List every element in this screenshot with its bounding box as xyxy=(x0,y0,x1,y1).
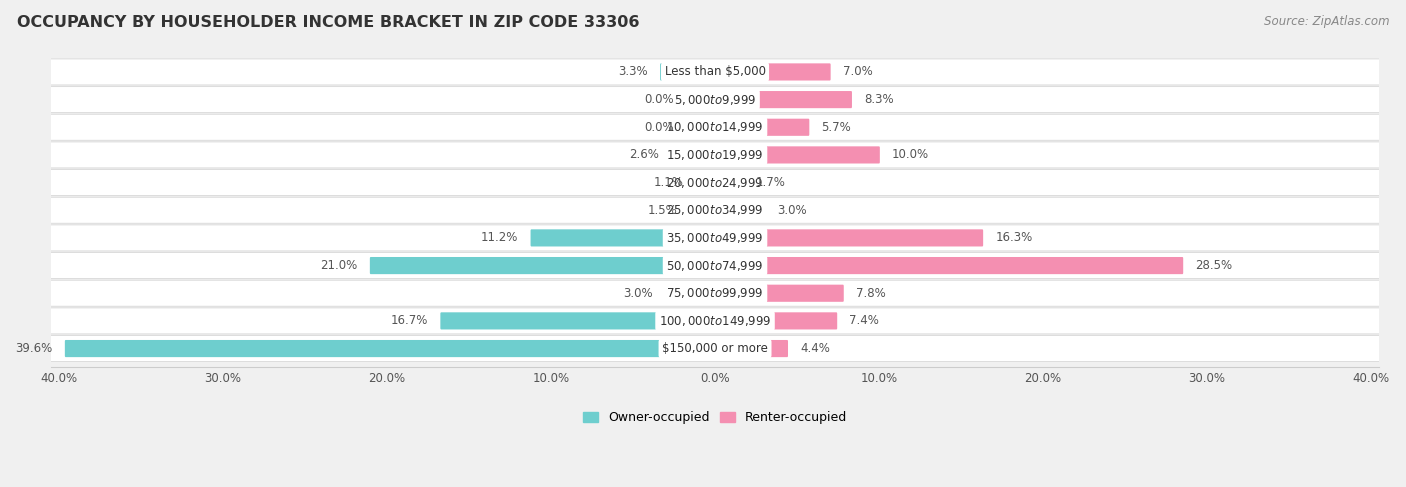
FancyBboxPatch shape xyxy=(49,87,1381,112)
FancyBboxPatch shape xyxy=(714,229,983,246)
FancyBboxPatch shape xyxy=(714,312,837,330)
Text: 39.6%: 39.6% xyxy=(15,342,52,355)
FancyBboxPatch shape xyxy=(49,169,1381,196)
FancyBboxPatch shape xyxy=(49,114,1381,140)
Text: 16.7%: 16.7% xyxy=(391,315,427,327)
FancyBboxPatch shape xyxy=(665,285,716,302)
Text: $35,000 to $49,999: $35,000 to $49,999 xyxy=(666,231,763,245)
Text: $25,000 to $34,999: $25,000 to $34,999 xyxy=(666,203,763,217)
Text: 11.2%: 11.2% xyxy=(481,231,519,244)
FancyBboxPatch shape xyxy=(49,197,1381,223)
Text: $50,000 to $74,999: $50,000 to $74,999 xyxy=(666,259,763,273)
FancyBboxPatch shape xyxy=(696,174,716,191)
FancyBboxPatch shape xyxy=(49,142,1381,168)
FancyBboxPatch shape xyxy=(49,280,1381,306)
Legend: Owner-occupied, Renter-occupied: Owner-occupied, Renter-occupied xyxy=(578,406,852,429)
FancyBboxPatch shape xyxy=(714,257,1184,274)
Text: 7.0%: 7.0% xyxy=(844,65,873,78)
Text: $75,000 to $99,999: $75,000 to $99,999 xyxy=(666,286,763,300)
Text: $15,000 to $19,999: $15,000 to $19,999 xyxy=(666,148,763,162)
FancyBboxPatch shape xyxy=(714,147,880,164)
FancyBboxPatch shape xyxy=(49,336,1381,361)
FancyBboxPatch shape xyxy=(659,63,716,80)
Text: $5,000 to $9,999: $5,000 to $9,999 xyxy=(673,93,756,107)
Text: 7.4%: 7.4% xyxy=(849,315,879,327)
FancyBboxPatch shape xyxy=(714,91,852,108)
Text: 16.3%: 16.3% xyxy=(995,231,1032,244)
Text: OCCUPANCY BY HOUSEHOLDER INCOME BRACKET IN ZIP CODE 33306: OCCUPANCY BY HOUSEHOLDER INCOME BRACKET … xyxy=(17,15,640,30)
Text: 1.7%: 1.7% xyxy=(756,176,786,189)
Text: 2.6%: 2.6% xyxy=(630,149,659,161)
Text: 7.8%: 7.8% xyxy=(856,287,886,300)
FancyBboxPatch shape xyxy=(714,202,765,219)
Text: 1.5%: 1.5% xyxy=(648,204,678,217)
Text: $20,000 to $24,999: $20,000 to $24,999 xyxy=(666,176,763,189)
FancyBboxPatch shape xyxy=(714,63,831,80)
Text: Source: ZipAtlas.com: Source: ZipAtlas.com xyxy=(1264,15,1389,28)
FancyBboxPatch shape xyxy=(49,253,1381,279)
Text: $100,000 to $149,999: $100,000 to $149,999 xyxy=(659,314,772,328)
FancyBboxPatch shape xyxy=(714,285,844,302)
Text: $150,000 or more: $150,000 or more xyxy=(662,342,768,355)
FancyBboxPatch shape xyxy=(65,340,716,357)
FancyBboxPatch shape xyxy=(49,225,1381,251)
FancyBboxPatch shape xyxy=(689,202,716,219)
FancyBboxPatch shape xyxy=(714,340,787,357)
Text: 28.5%: 28.5% xyxy=(1195,259,1233,272)
FancyBboxPatch shape xyxy=(672,147,716,164)
Text: 3.0%: 3.0% xyxy=(778,204,807,217)
Text: 0.0%: 0.0% xyxy=(644,121,673,134)
Text: 3.3%: 3.3% xyxy=(619,65,648,78)
FancyBboxPatch shape xyxy=(49,59,1381,85)
Text: 21.0%: 21.0% xyxy=(321,259,357,272)
Text: 8.3%: 8.3% xyxy=(865,93,894,106)
Text: 1.1%: 1.1% xyxy=(654,176,683,189)
FancyBboxPatch shape xyxy=(714,174,744,191)
FancyBboxPatch shape xyxy=(714,119,810,136)
FancyBboxPatch shape xyxy=(370,257,716,274)
FancyBboxPatch shape xyxy=(530,229,716,246)
Text: 0.0%: 0.0% xyxy=(644,93,673,106)
Text: 5.7%: 5.7% xyxy=(821,121,852,134)
Text: Less than $5,000: Less than $5,000 xyxy=(665,65,765,78)
FancyBboxPatch shape xyxy=(440,312,716,330)
FancyBboxPatch shape xyxy=(49,308,1381,334)
Text: $10,000 to $14,999: $10,000 to $14,999 xyxy=(666,120,763,134)
Text: 4.4%: 4.4% xyxy=(800,342,830,355)
Text: 10.0%: 10.0% xyxy=(893,149,929,161)
Text: 3.0%: 3.0% xyxy=(623,287,652,300)
